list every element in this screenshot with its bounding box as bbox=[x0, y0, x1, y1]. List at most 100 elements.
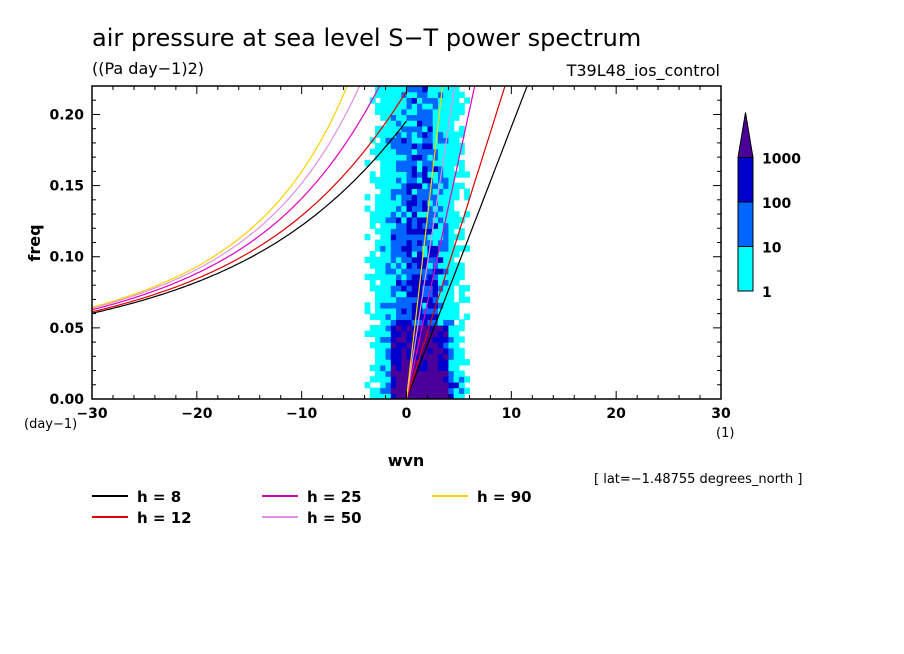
spectrum-cell bbox=[396, 268, 402, 275]
spectrum-cell bbox=[443, 108, 450, 116]
spectrum-cell bbox=[385, 325, 392, 332]
spectrum-cell bbox=[401, 159, 408, 167]
dispersion-curve-h90 bbox=[92, 86, 348, 308]
spectrum-cell bbox=[437, 125, 444, 133]
spectrum-cell bbox=[416, 222, 423, 229]
spectrum-cell bbox=[448, 273, 455, 281]
spectrum-cell bbox=[364, 330, 371, 337]
spectrum-cell bbox=[443, 91, 450, 98]
spectrum-cell bbox=[369, 279, 376, 286]
spectrum-cell bbox=[422, 313, 429, 320]
colorbar-label: 100 bbox=[762, 196, 791, 212]
spectrum-cell bbox=[406, 131, 413, 138]
spectrum-cell bbox=[422, 91, 429, 98]
spectrum-cell bbox=[427, 370, 434, 377]
spectrum-cell bbox=[380, 103, 387, 110]
spectrum-cell bbox=[390, 211, 397, 218]
spectrum-cell bbox=[390, 359, 397, 366]
spectrum-cell bbox=[411, 222, 418, 229]
spectrum-cell bbox=[401, 233, 408, 241]
spectrum-cell bbox=[458, 296, 465, 303]
spectrum-cell bbox=[453, 159, 460, 167]
spectrum-cell bbox=[396, 137, 402, 144]
spectrum-cell bbox=[396, 131, 402, 138]
x-tick-label: 20 bbox=[606, 406, 626, 422]
spectrum-cell bbox=[432, 222, 439, 229]
spectrum-cell bbox=[375, 211, 381, 218]
spectrum-cell bbox=[427, 120, 434, 127]
spectrum-cell bbox=[396, 279, 402, 286]
spectrum-cell bbox=[453, 364, 460, 372]
spectrum-cell bbox=[427, 222, 434, 229]
spectrum-cell bbox=[437, 233, 444, 241]
spectrum-cell bbox=[453, 154, 460, 161]
spectrum-cell bbox=[390, 307, 397, 315]
spectrum-cell bbox=[448, 313, 455, 320]
spectrum-cell bbox=[437, 154, 444, 161]
spectrum-cell bbox=[432, 245, 439, 252]
spectrum-cell bbox=[448, 137, 455, 144]
spectrum-cell bbox=[422, 296, 429, 303]
spectrum-cell bbox=[443, 131, 450, 138]
spectrum-cell bbox=[443, 114, 450, 121]
spectrum-cell bbox=[369, 171, 376, 178]
spectrum-cell bbox=[396, 216, 402, 224]
spectrum-cell bbox=[385, 268, 392, 275]
spectrum-cell bbox=[380, 142, 387, 150]
spectrum-cell bbox=[396, 313, 402, 320]
spectrum-cell bbox=[385, 199, 392, 207]
spectrum-cell bbox=[396, 97, 402, 104]
spectrum-cell bbox=[406, 330, 413, 337]
y-unit-label: (day−1) bbox=[24, 417, 77, 432]
spectrum-cell bbox=[406, 165, 413, 172]
colorbar-swatch bbox=[737, 246, 754, 292]
spectrum-cell bbox=[432, 125, 439, 133]
spectrum-cell bbox=[380, 91, 387, 98]
spectrum-cell bbox=[411, 245, 418, 252]
spectrum-cell bbox=[453, 307, 460, 315]
spectrum-cell bbox=[437, 137, 444, 144]
spectrum-cell bbox=[385, 302, 392, 309]
spectrum-cell bbox=[406, 120, 413, 127]
spectrum-cell bbox=[406, 256, 413, 264]
spectrum-cell bbox=[422, 364, 429, 372]
spectrum-cell bbox=[422, 188, 429, 195]
spectrum-cell bbox=[427, 376, 434, 383]
spectrum-cell bbox=[448, 370, 455, 377]
spectrum-cell bbox=[375, 364, 381, 372]
spectrum-cell bbox=[432, 393, 439, 399]
spectrum-cell bbox=[396, 199, 402, 207]
spectrum-cell bbox=[432, 182, 439, 190]
spectrum-cell bbox=[437, 393, 444, 399]
spectrum-cell bbox=[443, 251, 450, 258]
spectrum-cell bbox=[396, 205, 402, 212]
spectrum-cell bbox=[416, 159, 423, 167]
spectrum-cell bbox=[380, 325, 387, 332]
spectrum-cell bbox=[427, 279, 434, 286]
spectrum-cell bbox=[453, 342, 460, 349]
spectrum-cell bbox=[432, 211, 439, 218]
spectrum-cell bbox=[443, 353, 450, 360]
spectrum-cell bbox=[385, 233, 392, 241]
spectrum-cell bbox=[416, 114, 423, 121]
spectrum-cell bbox=[458, 370, 465, 377]
spectrum-cell bbox=[448, 91, 455, 98]
spectrum-cell bbox=[385, 330, 392, 337]
spectrum-cell bbox=[427, 97, 434, 104]
spectrum-cell bbox=[411, 313, 418, 320]
spectrum-cell bbox=[422, 376, 429, 383]
spectrum-cell bbox=[385, 319, 392, 326]
spectrum-cell bbox=[416, 228, 423, 235]
spectrum-cell bbox=[401, 205, 408, 212]
spectrum-cell bbox=[443, 387, 450, 394]
spectrum-cell bbox=[453, 273, 460, 281]
spectrum-cell bbox=[406, 194, 413, 201]
spectrum-cell bbox=[396, 114, 402, 121]
spectrum-cell bbox=[464, 285, 470, 292]
spectrum-cell bbox=[369, 387, 376, 394]
spectrum-cell bbox=[416, 347, 423, 355]
spectrum-cell bbox=[416, 86, 423, 93]
spectrum-cell bbox=[385, 86, 392, 93]
spectrum-cell bbox=[390, 125, 397, 133]
spectrum-cell bbox=[375, 131, 381, 138]
